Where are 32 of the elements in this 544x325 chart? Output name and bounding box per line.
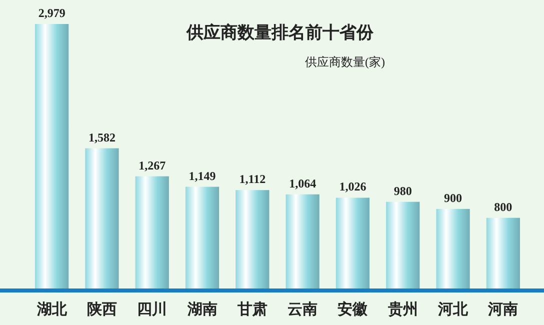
- data-label: 1,267: [138, 158, 166, 172]
- x-tick-label: 贵州: [386, 301, 418, 318]
- x-tick-label: 河南: [487, 301, 518, 318]
- data-label: 1,064: [289, 176, 316, 190]
- bar: [236, 190, 270, 289]
- x-tick-label: 安徽: [338, 300, 369, 318]
- x-tick-label: 河北: [437, 301, 470, 318]
- bar: [85, 148, 119, 289]
- bar: [386, 202, 420, 289]
- data-label: 2,979: [38, 6, 66, 20]
- data-label: 1,149: [188, 168, 216, 183]
- x-tick-label: 湖北: [36, 301, 68, 318]
- bar: [286, 194, 320, 289]
- data-label: 1,112: [239, 172, 266, 186]
- x-tick-label: 四川: [137, 301, 168, 318]
- x-tick-label: 陕西: [86, 301, 117, 318]
- bar: [336, 198, 370, 289]
- x-tick-label: 云南: [288, 301, 318, 318]
- x-tick-label: 甘肃: [236, 301, 268, 318]
- data-label: 980: [394, 184, 412, 198]
- bar: [185, 186, 220, 289]
- y-axis-title: 供应商数量(家): [305, 55, 385, 69]
- data-label: 1,582: [88, 130, 116, 144]
- bar: [436, 208, 470, 289]
- chart-title: 供应商数量排名前十省份: [186, 23, 374, 42]
- bar: [35, 24, 69, 289]
- data-label: 800: [494, 200, 512, 214]
- bar: [135, 176, 169, 289]
- data-label: 900: [444, 190, 462, 205]
- data-label: 1,026: [339, 180, 366, 194]
- x-tick-label: 湖南: [186, 301, 218, 318]
- bar: [486, 218, 520, 289]
